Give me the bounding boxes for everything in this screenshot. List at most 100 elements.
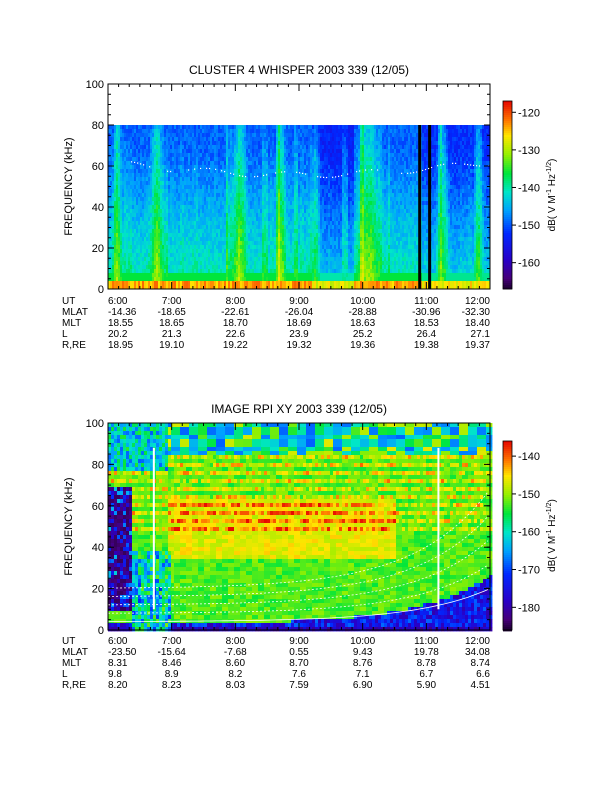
colorbar-label: dB( V M-1 Hz-1/2) xyxy=(546,159,558,232)
ephemeris-value: 8:00 xyxy=(226,636,246,647)
ephemeris-value: 23.9 xyxy=(289,329,309,340)
ephemeris-value: 34.08 xyxy=(465,647,490,658)
ephemeris-value: -32.30 xyxy=(462,307,491,318)
ephemeris-value: 10:00 xyxy=(350,636,375,647)
ephemeris-value: 8.76 xyxy=(353,658,373,669)
ephemeris-value: 12:00 xyxy=(465,636,490,647)
ephemeris-value: 19.32 xyxy=(286,340,311,351)
ephemeris-value: -23.50 xyxy=(108,647,137,658)
ephemeris-value: 10:00 xyxy=(350,296,375,307)
ephemeris-value: -28.88 xyxy=(348,307,377,318)
ephemeris-value: 8.60 xyxy=(226,658,246,669)
ephemeris-value: 6.90 xyxy=(353,680,373,691)
ephemeris-value: 27.1 xyxy=(471,329,491,340)
y-tick-label: 0 xyxy=(98,625,104,637)
y-tick-label: 100 xyxy=(86,418,104,430)
image-rpi-panel: IMAGE RPI XY 2003 339 (12/05) 0 20 40 60 80 10… xyxy=(62,402,558,691)
ephemeris-value: 4.51 xyxy=(471,680,491,691)
chart-title: IMAGE RPI XY 2003 339 (12/05) xyxy=(211,402,387,416)
ephemeris-label: L xyxy=(62,329,68,340)
ephemeris-label: MLAT xyxy=(62,307,88,318)
ephemeris-value: 18.70 xyxy=(223,318,248,329)
ephemeris-value: 18.63 xyxy=(350,318,375,329)
ephemeris-value: -30.96 xyxy=(412,307,441,318)
y-tick-label: 80 xyxy=(92,120,104,132)
cluster-whisper-panel: CLUSTER 4 WHISPER 2003 339 (12/05) 0 20 40 6… xyxy=(62,63,558,351)
colorbar-tick-label: -120 xyxy=(518,107,540,119)
ephemeris-value: 7.59 xyxy=(289,680,309,691)
ephemeris-value: -18.65 xyxy=(157,307,186,318)
ephemeris-value: 18.55 xyxy=(108,318,133,329)
colorbar-tick-label: -150 xyxy=(518,489,540,501)
colorbar-tick-label: -160 xyxy=(518,527,540,539)
ephemeris-label: R,RE xyxy=(62,340,86,351)
ephemeris-value: 6.7 xyxy=(419,669,433,680)
colorbar-label: dB( V M-1 Hz-1/2) xyxy=(546,499,558,572)
data-gap xyxy=(418,125,422,289)
y-axis-label: FREQUENCY (kHz) xyxy=(63,477,75,575)
ephemeris-label: UT xyxy=(62,296,75,307)
ephemeris-value: 26.4 xyxy=(417,329,437,340)
colorbar-tick-label: -150 xyxy=(518,220,540,232)
ephemeris-value: -7.68 xyxy=(224,647,247,658)
y-tick-label: 20 xyxy=(92,584,104,596)
y-tick-label: 40 xyxy=(92,542,104,554)
ephemeris-value: 7:00 xyxy=(162,636,182,647)
spectrogram xyxy=(107,423,493,632)
ephemeris-value: 9.43 xyxy=(353,647,373,658)
colorbar-frame xyxy=(502,440,513,631)
spectrogram xyxy=(108,125,491,290)
ephemeris-value: 8.2 xyxy=(228,669,242,680)
colorbar-tick-label: -170 xyxy=(518,565,540,577)
y-axis-label: FREQUENCY (kHz) xyxy=(63,137,75,235)
ephemeris-value: 8.31 xyxy=(108,658,128,669)
ephemeris-label: L xyxy=(62,669,68,680)
ephemeris-value: 11:00 xyxy=(414,636,439,647)
chart-title: CLUSTER 4 WHISPER 2003 339 (12/05) xyxy=(189,63,409,77)
harmonic-line xyxy=(108,589,489,622)
ephemeris-label: UT xyxy=(62,636,75,647)
colorbar-tick-label: -180 xyxy=(518,602,540,614)
colorbar-tick-label: -130 xyxy=(518,145,540,157)
ephemeris-value: 8.78 xyxy=(417,658,437,669)
ephemeris-value: 20.2 xyxy=(108,329,128,340)
y-tick-label: 80 xyxy=(92,459,104,471)
ephemeris-value: 18.53 xyxy=(414,318,439,329)
ephemeris-value: 8.46 xyxy=(162,658,182,669)
ephemeris-value: 22.6 xyxy=(226,329,246,340)
ephemeris-value: -26.04 xyxy=(285,307,314,318)
ephemeris-value: 19.22 xyxy=(223,340,248,351)
ephemeris-value: 8.23 xyxy=(162,680,182,691)
colorbar: -120 -130 -140 -150 -160 dB( V M-1 Hz-1/2) xyxy=(502,100,558,290)
ephemeris-value: 6:00 xyxy=(108,636,128,647)
y-tick-label: 0 xyxy=(98,284,104,296)
colorbar-tick-label: -140 xyxy=(518,182,540,194)
ephemeris-value: 18.40 xyxy=(465,318,490,329)
ephemeris-label: MLT xyxy=(62,318,81,329)
ephemeris-value: 8:00 xyxy=(226,296,246,307)
ephemeris-value: 6.6 xyxy=(476,669,490,680)
ephemeris-value: 6:00 xyxy=(108,296,128,307)
ephemeris-value: -15.64 xyxy=(157,647,186,658)
ephemeris-value: 19.36 xyxy=(350,340,375,351)
ephemeris-value: 7.6 xyxy=(292,669,306,680)
ephemeris-value: 21.3 xyxy=(162,329,182,340)
ephemeris-value: 9:00 xyxy=(289,296,309,307)
y-tick-label: 40 xyxy=(92,202,104,214)
harmonic-line xyxy=(108,516,489,597)
ephemeris-value: 18.69 xyxy=(286,318,311,329)
data-gap xyxy=(428,125,432,289)
colorbar-tick-label: -140 xyxy=(518,451,540,463)
ephemeris-value: 18.95 xyxy=(108,340,133,351)
ephemeris-value: 0.55 xyxy=(289,647,309,658)
colorbar-frame xyxy=(502,100,513,290)
ephemeris-value: 11:00 xyxy=(414,296,439,307)
ephemeris-value: 8.70 xyxy=(289,658,309,669)
ephemeris-value: 19.37 xyxy=(465,340,490,351)
colorbar-tick-label: -160 xyxy=(518,258,540,270)
y-tick-label: 20 xyxy=(92,243,104,255)
ephemeris-value: 9.8 xyxy=(108,669,122,680)
ephemeris-value: 25.2 xyxy=(353,329,373,340)
ephemeris-value: 8.9 xyxy=(165,669,179,680)
ephemeris-value: 9:00 xyxy=(289,636,309,647)
